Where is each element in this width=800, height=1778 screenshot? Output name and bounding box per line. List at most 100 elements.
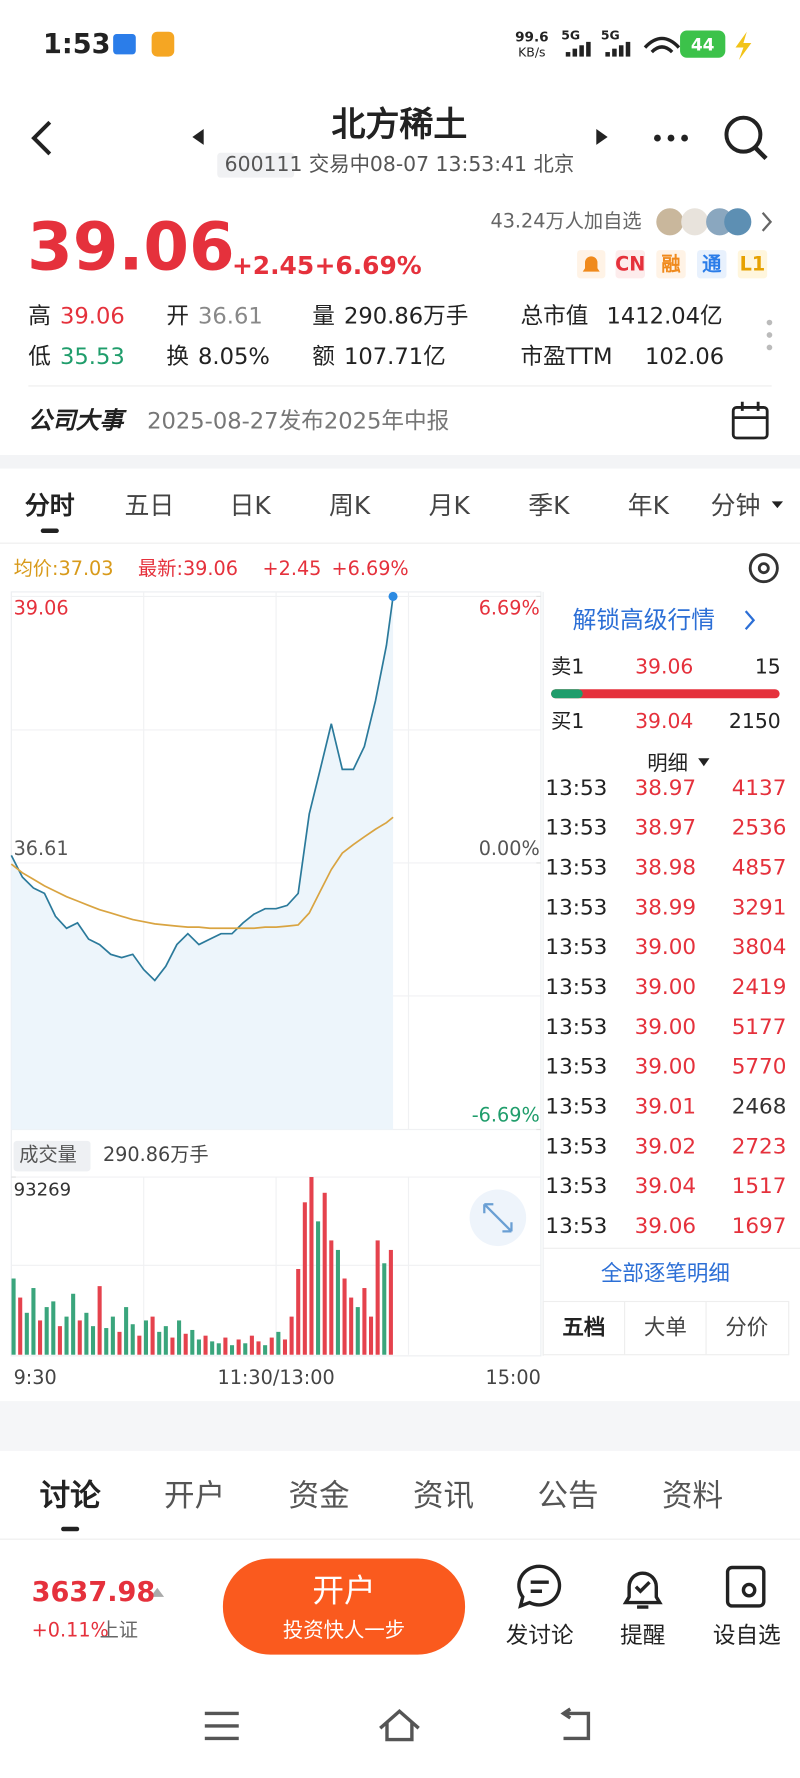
all-trades-link: 全部逐笔明细 xyxy=(601,1261,730,1286)
stat-value: 36.61 xyxy=(198,303,263,329)
depth-bar-sell xyxy=(551,689,780,699)
depth-volume: 15 xyxy=(755,655,781,679)
volume-bar xyxy=(77,1320,82,1355)
volume-bar xyxy=(90,1326,96,1355)
volume-bar xyxy=(329,1240,334,1355)
open-account-button[interactable] xyxy=(222,1558,466,1655)
latest-change-pct: +6.69% xyxy=(332,557,409,580)
more-button[interactable] xyxy=(654,134,688,142)
volume-bar xyxy=(249,1335,254,1355)
trade-price: 39.02 xyxy=(635,1134,697,1159)
y2-tick-label: -6.69% xyxy=(472,1103,540,1126)
trade-time: 13:53 xyxy=(545,776,607,801)
trade-volume: 4137 xyxy=(732,776,787,801)
depth-bar-buy xyxy=(551,689,583,699)
action-label: 提醒 xyxy=(620,1623,665,1649)
trade-price: 39.06 xyxy=(635,1214,697,1239)
volume-bar xyxy=(296,1268,301,1355)
app-icon xyxy=(113,33,136,55)
index-arrow xyxy=(150,1587,165,1597)
volume-bar xyxy=(362,1288,367,1355)
nav-bar[interactable] xyxy=(204,1707,591,1742)
next-stock[interactable] xyxy=(596,129,608,145)
battery-icon xyxy=(680,30,726,58)
volume-bar xyxy=(11,1278,16,1355)
stat-value: 290.86万手 xyxy=(344,303,468,329)
volume-bar xyxy=(157,1331,162,1355)
volume-bar xyxy=(223,1337,228,1355)
volume-bar xyxy=(57,1326,62,1355)
stock-status: 600111 交易中08-07 13:53:41 北京 xyxy=(225,152,574,176)
period-tab: 年K xyxy=(628,491,670,520)
badge-bg xyxy=(656,250,686,279)
volume-bar xyxy=(375,1240,380,1355)
period-tab: 月K xyxy=(429,491,471,520)
trade-time: 13:53 xyxy=(545,935,607,960)
back-button[interactable] xyxy=(31,120,52,156)
volume-bar xyxy=(302,1202,307,1355)
stat-label: 总市值 xyxy=(521,303,589,329)
stat-label: 开 xyxy=(166,303,189,329)
depth-price: 39.04 xyxy=(635,709,693,733)
volume-bar xyxy=(342,1278,347,1355)
volume-bar xyxy=(335,1249,340,1355)
stock-name: 北方稀土 xyxy=(332,105,468,145)
trade-price: 38.98 xyxy=(635,856,697,881)
tab-indicator xyxy=(61,1526,80,1532)
search-button[interactable] xyxy=(724,115,768,161)
volume-bar xyxy=(137,1335,142,1355)
content-tab: 讨论 xyxy=(40,1479,102,1514)
follow-arrow[interactable] xyxy=(761,212,773,232)
volume-bar xyxy=(84,1312,89,1355)
expand-button[interactable] xyxy=(469,1189,527,1247)
network-label: 5G xyxy=(561,28,580,43)
tab-indicator xyxy=(40,528,59,534)
stats-more[interactable] xyxy=(766,319,773,351)
section-gap xyxy=(0,454,800,469)
trade-volume: 2536 xyxy=(732,816,787,841)
volume-bar xyxy=(316,1221,321,1355)
stat-label: 换 xyxy=(166,344,189,370)
period-tab: 五日 xyxy=(124,491,174,520)
calendar-icon[interactable] xyxy=(731,401,769,440)
trade-time: 13:53 xyxy=(545,895,607,920)
volume-bar xyxy=(243,1343,248,1355)
x-tick-label: 11:30/13:00 xyxy=(217,1366,334,1389)
depth-volume: 2150 xyxy=(729,709,781,733)
trade-price: 39.00 xyxy=(635,935,697,960)
volume-bar xyxy=(190,1329,195,1355)
volume-bar xyxy=(216,1343,221,1355)
signal-bar xyxy=(579,45,584,57)
y-tick-label: 36.61 xyxy=(14,837,69,860)
event-text: 2025-08-27发布2025年中报 xyxy=(147,409,449,435)
volume-bar xyxy=(18,1297,23,1355)
period-tab: 季K xyxy=(528,491,570,520)
volume-bar xyxy=(31,1288,36,1355)
price-line xyxy=(10,596,394,982)
trade-price: 39.00 xyxy=(635,975,697,1000)
badge-bg xyxy=(697,250,727,279)
volume-bar xyxy=(203,1335,208,1355)
settings-icon[interactable] xyxy=(748,553,779,584)
action-icons[interactable] xyxy=(517,1564,766,1609)
avg-price: 均价:37.03 xyxy=(14,557,114,580)
stat-value: 39.06 xyxy=(60,303,125,329)
dropdown-arrow xyxy=(771,501,784,509)
badge: 融 xyxy=(661,252,680,275)
volume-bar xyxy=(150,1316,155,1355)
prev-stock[interactable] xyxy=(192,129,204,145)
volume-bar xyxy=(322,1192,327,1355)
volume-bar xyxy=(256,1341,261,1355)
price-change-pct: +6.69% xyxy=(315,251,422,280)
code-bg xyxy=(217,152,295,178)
stat-label: 额 xyxy=(312,344,335,370)
volume-bar xyxy=(38,1320,43,1355)
net-speed-unit: KB/s xyxy=(518,45,545,60)
stat-value: 8.05% xyxy=(198,344,270,370)
period-tab: 分时 xyxy=(25,491,75,520)
action-label: 发讨论 xyxy=(506,1623,574,1649)
bell-icon xyxy=(582,256,600,272)
trade-list: 13:53 38.97 4137 13:53 38.97 2536 13:53 38.98 48… xyxy=(545,776,787,1239)
trade-price: 39.00 xyxy=(635,1055,697,1080)
avatars xyxy=(656,208,752,236)
